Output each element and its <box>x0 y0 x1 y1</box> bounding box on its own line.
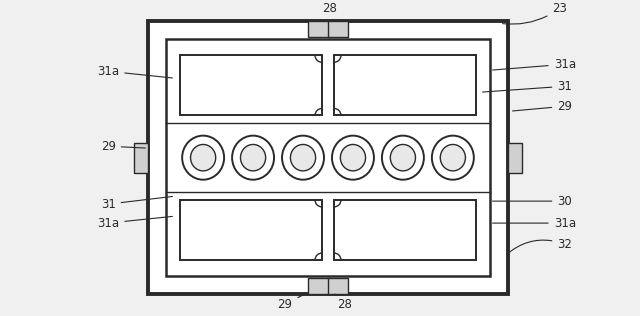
Ellipse shape <box>332 136 374 180</box>
Bar <box>134 143 148 173</box>
Ellipse shape <box>241 144 266 171</box>
Text: 23: 23 <box>502 2 567 24</box>
Text: 31a: 31a <box>97 65 172 78</box>
Ellipse shape <box>440 144 465 171</box>
Text: 28: 28 <box>320 2 337 21</box>
Bar <box>308 278 348 294</box>
Bar <box>508 143 522 173</box>
Bar <box>180 200 322 260</box>
Bar <box>166 39 490 276</box>
Ellipse shape <box>182 136 224 180</box>
Text: 29: 29 <box>278 295 303 311</box>
Text: 31a: 31a <box>493 216 576 230</box>
Bar <box>334 200 476 260</box>
Ellipse shape <box>340 144 365 171</box>
Text: 32: 32 <box>507 238 572 254</box>
Ellipse shape <box>382 136 424 180</box>
Ellipse shape <box>390 144 415 171</box>
Ellipse shape <box>232 136 274 180</box>
Text: 30: 30 <box>493 195 572 208</box>
Text: 28: 28 <box>335 294 353 311</box>
Ellipse shape <box>432 136 474 180</box>
Bar <box>334 55 476 115</box>
Ellipse shape <box>282 136 324 180</box>
Text: 29: 29 <box>100 140 145 153</box>
Ellipse shape <box>291 144 316 171</box>
Bar <box>180 55 322 115</box>
Ellipse shape <box>191 144 216 171</box>
Text: 31a: 31a <box>493 58 576 71</box>
Text: 31a: 31a <box>97 216 172 230</box>
Bar <box>148 21 508 294</box>
Text: 31: 31 <box>483 80 572 93</box>
Bar <box>308 21 348 37</box>
Text: 31: 31 <box>100 197 172 211</box>
Text: 29: 29 <box>513 100 572 113</box>
